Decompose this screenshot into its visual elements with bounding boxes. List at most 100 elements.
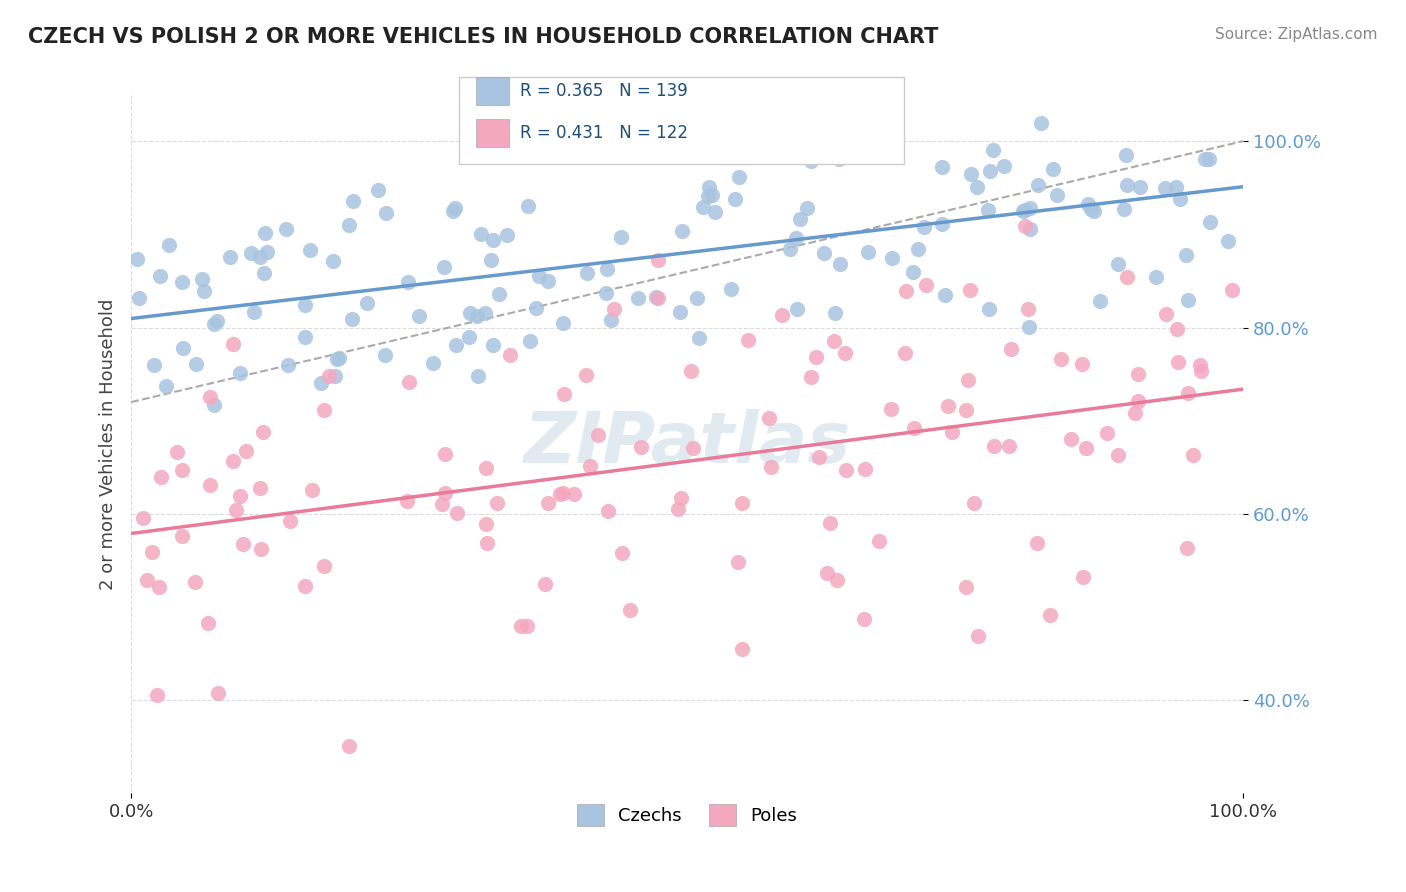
Point	[1107, 448, 1129, 462]
Point	[433, 447, 456, 461]
Point	[894, 284, 917, 298]
Point	[619, 603, 641, 617]
Legend: Czechs, Poles: Czechs, Poles	[569, 797, 804, 833]
Point	[934, 287, 956, 301]
Point	[1014, 219, 1036, 233]
Point	[475, 461, 498, 475]
Point	[235, 443, 257, 458]
Point	[828, 153, 851, 167]
Point	[894, 346, 917, 360]
Bar	[475, 77, 509, 105]
Point	[1080, 202, 1102, 216]
Point	[553, 387, 575, 401]
Point	[575, 368, 598, 382]
Point	[815, 566, 838, 580]
Point	[779, 242, 801, 256]
Text: R = 0.365   N = 139: R = 0.365 N = 139	[520, 82, 688, 100]
Point	[630, 440, 652, 454]
Point	[1154, 307, 1177, 321]
Point	[1167, 355, 1189, 369]
Point	[647, 292, 669, 306]
Point	[524, 301, 547, 316]
Text: CZECH VS POLISH 2 OR MORE VEHICLES IN HOUSEHOLD CORRELATION CHART: CZECH VS POLISH 2 OR MORE VEHICLES IN HO…	[28, 27, 938, 46]
Point	[977, 302, 1000, 317]
Point	[941, 425, 963, 440]
Point	[602, 301, 624, 316]
Point	[253, 226, 276, 240]
Point	[200, 390, 222, 404]
Point	[853, 462, 876, 476]
Point	[786, 301, 808, 316]
Point	[395, 494, 418, 508]
Point	[1018, 320, 1040, 334]
Point	[685, 291, 707, 305]
Point	[482, 337, 505, 351]
Point	[467, 369, 489, 384]
Point	[600, 313, 623, 327]
Point	[519, 334, 541, 348]
Point	[278, 514, 301, 528]
Point	[1025, 535, 1047, 549]
Point	[356, 296, 378, 310]
Point	[458, 306, 481, 320]
Point	[914, 278, 936, 293]
Point	[856, 244, 879, 259]
Point	[166, 445, 188, 459]
Point	[550, 487, 572, 501]
Point	[312, 402, 335, 417]
Point	[193, 284, 215, 298]
Point	[731, 641, 754, 656]
Point	[1018, 202, 1040, 216]
Point	[1191, 364, 1213, 378]
Point	[955, 580, 977, 594]
Point	[820, 516, 842, 530]
Point	[242, 305, 264, 319]
Point	[367, 183, 389, 197]
Point	[835, 463, 858, 477]
Point	[396, 275, 419, 289]
Point	[202, 398, 225, 412]
Point	[475, 535, 498, 549]
Point	[432, 260, 454, 275]
Point	[959, 284, 981, 298]
Point	[240, 246, 263, 260]
Point	[159, 238, 181, 252]
Point	[277, 359, 299, 373]
Point	[983, 439, 1005, 453]
Point	[1046, 188, 1069, 202]
Point	[979, 163, 1001, 178]
Point	[758, 410, 780, 425]
Point	[148, 269, 170, 284]
Point	[141, 545, 163, 559]
Point	[1168, 192, 1191, 206]
Point	[465, 310, 488, 324]
Point	[198, 478, 221, 492]
Point	[253, 266, 276, 280]
Point	[1175, 247, 1198, 261]
Point	[1177, 386, 1199, 401]
Point	[727, 555, 749, 569]
Point	[499, 348, 522, 362]
Point	[960, 167, 983, 181]
Point	[249, 482, 271, 496]
Point	[146, 689, 169, 703]
Point	[1071, 357, 1094, 371]
Point	[516, 199, 538, 213]
Point	[136, 573, 159, 587]
Point	[1014, 202, 1036, 217]
Point	[1177, 293, 1199, 308]
Point	[172, 341, 194, 355]
Point	[1112, 202, 1135, 217]
Point	[1144, 269, 1167, 284]
Point	[1164, 179, 1187, 194]
Point	[323, 369, 346, 384]
Point	[1029, 116, 1052, 130]
Point	[249, 250, 271, 264]
Point	[374, 348, 396, 362]
Point	[422, 356, 444, 370]
Point	[149, 470, 172, 484]
Point	[488, 286, 510, 301]
Point	[294, 330, 316, 344]
Point	[127, 252, 149, 266]
Point	[536, 274, 558, 288]
